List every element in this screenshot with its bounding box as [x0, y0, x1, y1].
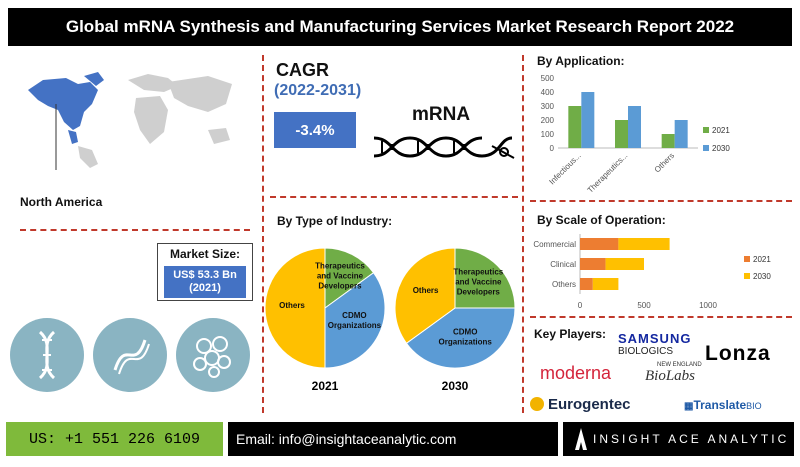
y-tick-label: 200: [541, 116, 555, 125]
eurogentec-logo: Eurogentec: [530, 396, 631, 413]
legend-swatch: [703, 127, 709, 133]
divider: [522, 55, 524, 413]
pie-slice: [264, 247, 326, 369]
pie-slice: [405, 307, 516, 369]
market-size-value-line2: (2021): [189, 282, 221, 294]
pie-chart-year: 2030: [442, 379, 469, 393]
brand-logo-icon: [575, 428, 587, 450]
eurogentec-logo-text: Eurogentec: [548, 396, 631, 413]
pie-slice: [324, 272, 386, 369]
dna-icon: [10, 318, 84, 392]
y-tick-label: 300: [541, 102, 555, 111]
cagr-title: CAGR: [276, 60, 329, 80]
bar: [592, 278, 619, 290]
pie-slice-label: Others: [413, 286, 439, 295]
market-size-value: US$ 53.3 Bn (2021): [164, 266, 246, 298]
divider: [20, 229, 250, 231]
north-america-map-icon: [28, 72, 232, 170]
dna-helix-icon: [93, 318, 167, 392]
bar: [674, 120, 688, 148]
region-label: North America: [20, 195, 103, 209]
samsung-logo-sub: BIOLOGICS: [618, 346, 674, 357]
bar: [618, 238, 670, 250]
divider: [530, 200, 792, 202]
x-tick-label: 1000: [699, 301, 717, 310]
neb-logo: NEW ENGLAND BioLabs: [645, 362, 702, 385]
legend-label: 2021: [712, 126, 730, 135]
y-tick-label: 0: [550, 144, 555, 153]
pie-slice-label: CDMO Organizations: [328, 311, 382, 330]
footer-email: Email: info@insightaceanalytic.com: [228, 422, 558, 456]
bar: [661, 134, 675, 148]
y-tick-label: 400: [541, 88, 555, 97]
bar: [580, 238, 619, 250]
pie-chart-2021: Others Therapeutics and Vaccine Developers C…: [264, 247, 386, 393]
cagr-years: (2022-2031): [274, 82, 362, 99]
y-tick-label: 500: [541, 74, 555, 83]
legend-swatch: [744, 256, 750, 262]
pie-slice-label: Others: [279, 301, 305, 310]
pie-slice: [324, 247, 375, 309]
legend-label: 2021: [753, 255, 771, 264]
scale-bar-chart: Commercial Clinical Others 0 500 1000 2021 2030: [533, 234, 771, 310]
pie-slice-label: CDMO Organizations: [439, 327, 493, 346]
bar: [581, 92, 595, 148]
x-tick-label: Infectious...: [547, 151, 582, 186]
divider: [270, 196, 518, 198]
pie-chart-2030: Others Therapeutics and Vaccine Developers C…: [394, 247, 516, 393]
pie-slice-label: Therapeutics and Vaccine Developers: [315, 262, 365, 291]
translate-bio-logo: ▦TranslateBIO: [684, 398, 762, 412]
samsung-logo-text: SAMSUNG: [618, 331, 692, 346]
by-scale-title: By Scale of Operation:: [537, 213, 666, 227]
translate-logo-text: Translate: [693, 398, 747, 412]
y-tick-label: Clinical: [550, 260, 576, 269]
bar: [628, 106, 641, 148]
bar: [605, 258, 644, 270]
neb-logo-top: NEW ENGLAND: [657, 362, 702, 368]
x-tick-label: Therapeutics...: [586, 151, 630, 195]
molecule-icon: [176, 318, 250, 392]
legend-label: 2030: [753, 272, 771, 281]
y-tick-label: Others: [552, 280, 576, 289]
mrna-strand-icon: [373, 136, 515, 159]
bar: [580, 278, 593, 290]
bar: [580, 258, 606, 270]
eurogentec-mark-icon: [530, 397, 544, 411]
pie-slice: [394, 247, 456, 344]
y-tick-label: 100: [541, 130, 555, 139]
legend-swatch: [744, 273, 750, 279]
footer-phone: US: +1 551 226 6109: [6, 422, 223, 456]
report-title: Global mRNA Synthesis and Manufacturing …: [8, 8, 792, 46]
divider: [530, 316, 792, 318]
pie-slice: [454, 247, 516, 309]
legend-swatch: [703, 145, 709, 151]
x-tick-label: 500: [637, 301, 651, 310]
y-tick-label: Commercial: [533, 240, 576, 249]
application-bar-chart: 0 100 200 300 400 500 Infectious... Therapeutic…: [541, 74, 731, 195]
x-tick-label: 0: [578, 301, 583, 310]
footer-brand: INSIGHT ACE ANALYTIC: [563, 422, 794, 456]
market-size-value-line1: US$ 53.3 Bn: [173, 269, 237, 281]
legend-label: 2030: [712, 144, 730, 153]
by-type-title: By Type of Industry:: [277, 214, 393, 228]
moderna-logo: moderna: [540, 363, 612, 383]
translate-logo-bio: BIO: [746, 401, 762, 411]
market-size-box: Market Size: US$ 53.3 Bn (2021): [157, 243, 253, 301]
by-application-title: By Application:: [537, 54, 625, 68]
pie-slice-label: Therapeutics and Vaccine Developers: [453, 268, 503, 297]
pie-chart-year: 2021: [312, 379, 339, 393]
translate-mark-icon: ▦: [684, 401, 694, 412]
lonza-logo: Lonza: [705, 342, 771, 365]
bar: [568, 106, 582, 148]
divider: [262, 55, 264, 413]
bar: [615, 120, 628, 148]
cagr-value: -3.4%: [274, 112, 356, 148]
market-size-title: Market Size:: [169, 247, 241, 261]
x-tick-label: Others: [653, 151, 676, 174]
key-players-title: Key Players:: [534, 327, 607, 341]
samsung-logo: SAMSUNG BIOLOGICS: [618, 331, 691, 357]
mrna-label: mRNA: [412, 104, 471, 125]
footer-brand-text: INSIGHT ACE ANALYTIC: [593, 432, 790, 446]
neb-logo-main: BioLabs: [645, 368, 696, 384]
